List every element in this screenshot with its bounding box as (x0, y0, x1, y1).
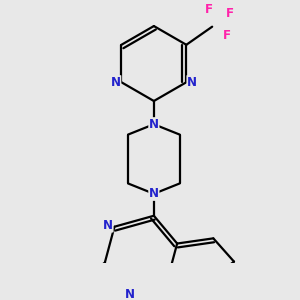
Text: N: N (103, 219, 113, 232)
Text: N: N (187, 76, 197, 89)
Text: N: N (149, 118, 159, 131)
Text: F: F (226, 7, 234, 20)
Text: N: N (149, 187, 159, 200)
Text: F: F (205, 3, 213, 16)
Text: F: F (222, 29, 230, 42)
Text: N: N (111, 76, 121, 89)
Text: N: N (125, 288, 135, 300)
